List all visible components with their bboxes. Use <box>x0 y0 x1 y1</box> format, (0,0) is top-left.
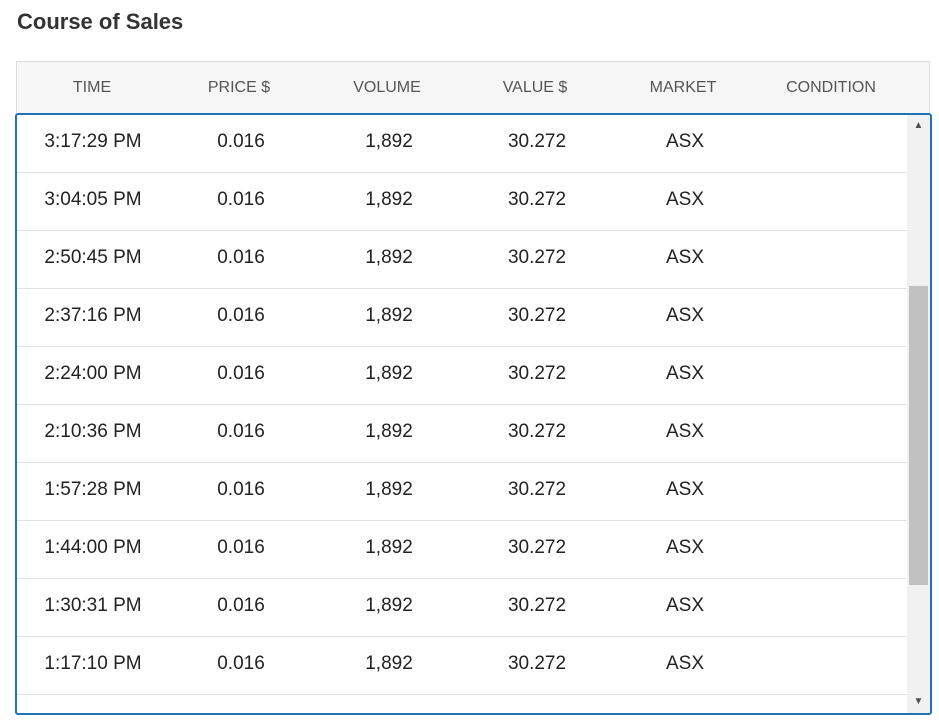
scroll-thumb[interactable] <box>909 286 928 585</box>
cell-market: ASX <box>665 363 705 384</box>
cell-value: 30.272 <box>507 189 567 210</box>
cell-volume: 1,892 <box>365 247 413 268</box>
cell-price: 0.016 <box>217 537 265 558</box>
cell-time: 1:57:28 PM <box>44 479 142 500</box>
table-row[interactable]: 2:37:16 PM 0.016 1,892 30.272 ASX <box>17 289 907 347</box>
cell-price: 0.016 <box>217 421 265 442</box>
cell-time: 3:04:05 PM <box>44 189 142 210</box>
cell-time: 3:17:29 PM <box>44 131 142 152</box>
cell-time: 2:50:45 PM <box>44 247 142 268</box>
cell-price: 0.016 <box>217 653 265 674</box>
cell-market: ASX <box>665 189 705 210</box>
scroll-up-icon[interactable]: ▲ <box>913 120 924 131</box>
cell-time: 2:10:36 PM <box>44 421 142 442</box>
cell-value: 30.272 <box>507 653 567 674</box>
cell-time: 1:04:04 PM <box>44 695 141 713</box>
cell-volume: 1,892 <box>365 695 413 713</box>
cell-price: 0.016 <box>217 189 265 210</box>
cell-volume: 1,892 <box>365 595 413 616</box>
cell-market: ASX <box>665 247 705 268</box>
cell-time: 2:37:16 PM <box>44 305 142 326</box>
cell-time: 1:30:31 PM <box>44 595 142 616</box>
cell-time: 1:17:10 PM <box>44 653 142 674</box>
cell-time: 1:44:00 PM <box>44 537 142 558</box>
cell-value: 30.272 <box>507 131 567 152</box>
column-header-condition[interactable]: CONDITION <box>786 79 876 96</box>
cell-volume: 1,892 <box>365 189 413 210</box>
vertical-scrollbar[interactable]: ▲ ▼ <box>907 115 930 713</box>
cell-market: ASX <box>666 695 704 713</box>
table-row[interactable]: 1:57:28 PM 0.016 1,892 30.272 ASX <box>17 463 907 521</box>
cell-volume: 1,892 <box>365 131 413 152</box>
cell-price: 0.016 <box>217 479 265 500</box>
cell-price: 0.016 <box>217 595 265 616</box>
cell-volume: 1,892 <box>365 363 413 384</box>
cell-volume: 1,892 <box>365 479 413 500</box>
cell-volume: 1,892 <box>365 421 413 442</box>
table-row[interactable]: 2:24:00 PM 0.016 1,892 30.272 ASX <box>17 347 907 405</box>
cell-volume: 1,892 <box>365 305 413 326</box>
column-header-time[interactable]: TIME <box>72 79 112 96</box>
cell-price: 0.016 <box>217 131 265 152</box>
cell-market: ASX <box>665 537 705 558</box>
cell-price: 0.016 <box>217 247 265 268</box>
table-row[interactable]: 1:44:00 PM 0.016 1,892 30.272 ASX <box>17 521 907 579</box>
table-row[interactable]: 1:30:31 PM 0.016 1,892 30.272 ASX <box>17 579 907 637</box>
column-header-volume[interactable]: VOLUME <box>353 79 421 96</box>
cell-market: ASX <box>665 421 705 442</box>
table-row[interactable]: 1:04:04 PM 0.016 1,892 30.272 ASX <box>17 695 907 713</box>
cell-price: 0.016 <box>217 363 265 384</box>
cell-value: 30.272 <box>507 479 567 500</box>
column-header-price[interactable]: PRICE $ <box>207 79 271 96</box>
table-row[interactable]: 2:50:45 PM 0.016 1,892 30.272 ASX <box>17 231 907 289</box>
table-row[interactable]: 1:17:10 PM 0.016 1,892 30.272 ASX <box>17 637 907 695</box>
cell-market: ASX <box>665 479 705 500</box>
column-header-value[interactable]: VALUE $ <box>502 79 568 96</box>
cell-volume: 1,892 <box>365 653 413 674</box>
cell-time: 2:24:00 PM <box>44 363 142 384</box>
table-header: TIME PRICE $ VOLUME VALUE $ MARKET CONDI… <box>16 61 930 113</box>
cell-value: 30.272 <box>507 247 567 268</box>
trades-rows: 3:17:29 PM 0.016 1,892 30.272 ASX 3:04:05 PM 0… <box>17 115 907 713</box>
cell-value: 30.272 <box>507 595 567 616</box>
cell-market: ASX <box>665 305 705 326</box>
cell-price: 0.016 <box>217 695 265 713</box>
cell-value: 30.272 <box>507 537 567 558</box>
cell-market: ASX <box>665 595 705 616</box>
column-header-market[interactable]: MARKET <box>649 79 717 96</box>
table-row[interactable]: 3:17:29 PM 0.016 1,892 30.272 ASX <box>17 115 907 173</box>
cell-value: 30.272 <box>507 305 567 326</box>
cell-value: 30.272 <box>508 695 566 713</box>
cell-value: 30.272 <box>507 421 567 442</box>
scroll-down-icon[interactable]: ▼ <box>913 696 924 707</box>
page-title: Course of Sales <box>17 9 184 34</box>
table-row[interactable]: 2:10:36 PM 0.016 1,892 30.272 ASX <box>17 405 907 463</box>
cell-price: 0.016 <box>217 305 265 326</box>
trades-table-body[interactable]: 3:17:29 PM 0.016 1,892 30.272 ASX 3:04:05 PM 0… <box>15 113 932 715</box>
cell-value: 30.272 <box>507 363 567 384</box>
cell-volume: 1,892 <box>365 537 413 558</box>
table-row[interactable]: 3:04:05 PM 0.016 1,892 30.272 ASX <box>17 173 907 231</box>
cell-market: ASX <box>665 131 705 152</box>
cell-market: ASX <box>665 653 705 674</box>
